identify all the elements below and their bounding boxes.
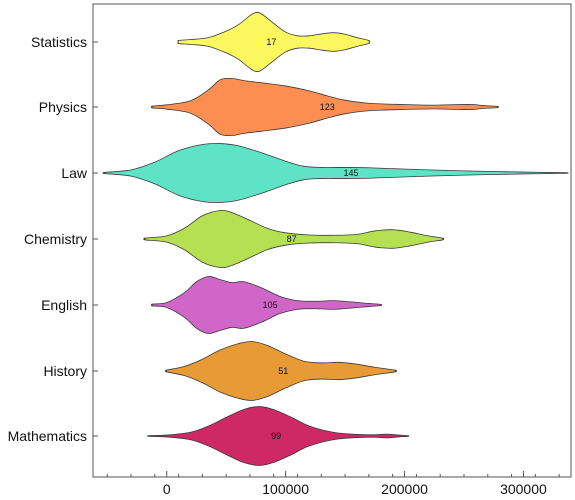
x-tick-label-200000: 200000 (381, 481, 428, 497)
y-tick-label-english: English (41, 297, 87, 313)
y-tick-label-mathematics: Mathematics (8, 428, 87, 444)
count-label-statistics: 17 (266, 37, 276, 47)
count-label-law: 145 (344, 168, 359, 178)
count-label-physics: 123 (320, 102, 335, 112)
y-tick-label-history: History (43, 363, 87, 379)
y-tick-label-physics: Physics (39, 99, 87, 115)
violin-statistics (177, 12, 371, 72)
x-tick-label-100000: 100000 (262, 481, 309, 497)
count-label-history: 51 (278, 366, 288, 376)
violin-english (151, 276, 383, 334)
x-tick-label-0: 0 (163, 481, 171, 497)
violins-group: 17 123 145 87 105 51 99 (102, 12, 569, 466)
x-tick-label-300000: 300000 (500, 481, 547, 497)
violin-chemistry (143, 209, 445, 269)
violin-mathematics (147, 406, 410, 466)
violin-physics (151, 77, 499, 137)
y-tick-label-law: Law (61, 165, 88, 181)
count-label-chemistry: 87 (287, 234, 297, 244)
plot-frame (92, 3, 572, 478)
x-axis: 0 100000 200000 300000 (106, 471, 560, 497)
count-label-mathematics: 99 (271, 431, 281, 441)
y-axis-labels: Statistics Physics Law Chemistry English Hist… (8, 34, 98, 444)
violin-law (102, 143, 569, 203)
y-tick-label-statistics: Statistics (31, 34, 87, 50)
count-label-english: 105 (263, 300, 278, 310)
violin-history (165, 341, 397, 401)
y-tick-label-chemistry: Chemistry (24, 231, 87, 247)
